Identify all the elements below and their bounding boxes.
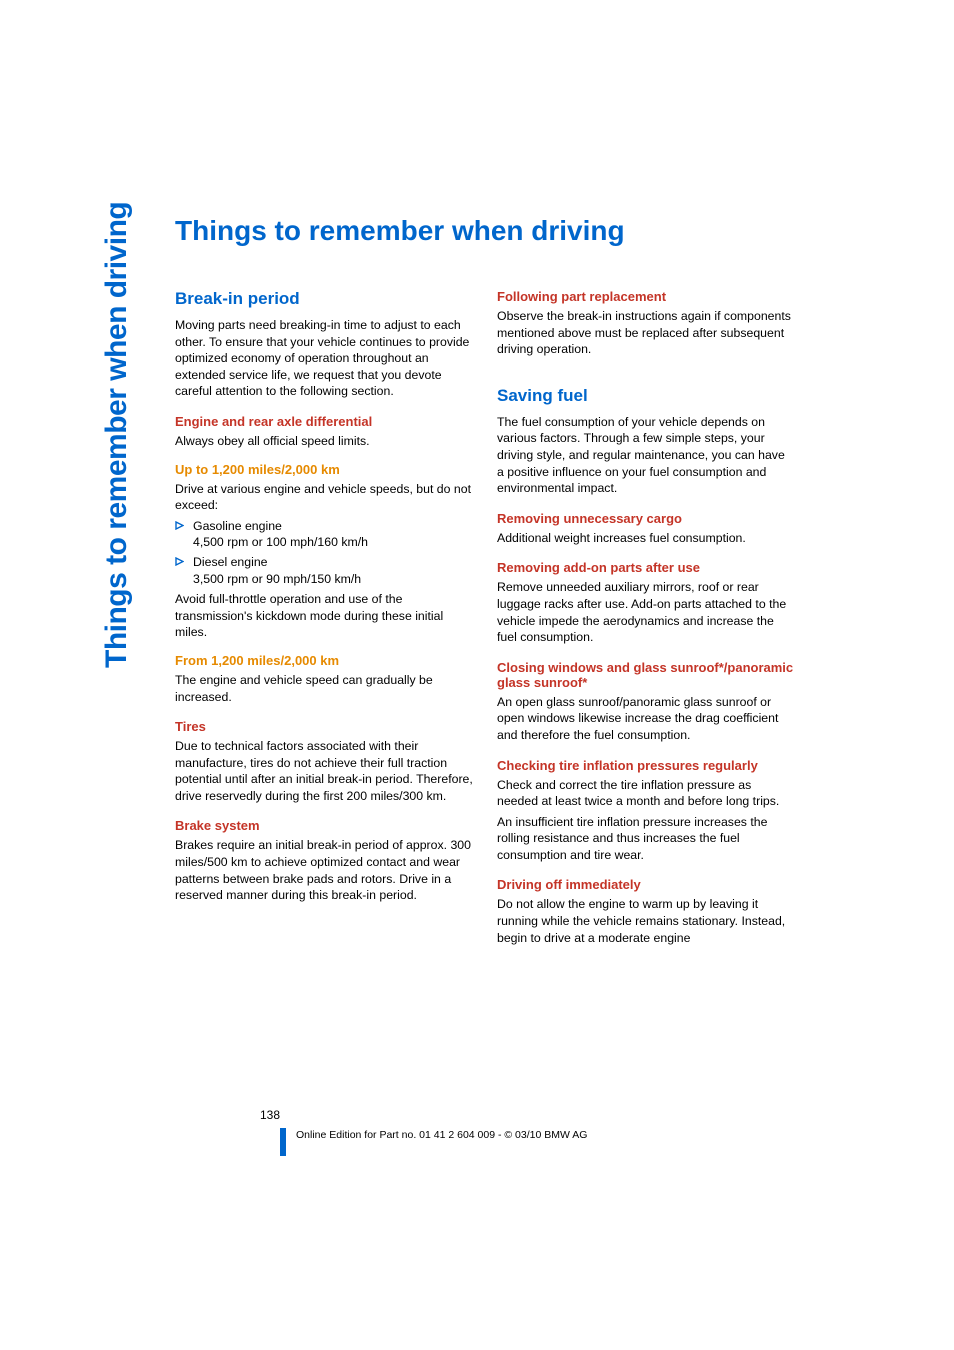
triangle-bullet-icon [175, 518, 193, 551]
list-text: Diesel engine 3,500 rpm or 90 mph/150 km… [193, 554, 361, 587]
body-text: The fuel consumption of your vehicle dep… [497, 414, 795, 497]
body-text: Remove unneeded auxiliary mirrors, roof … [497, 579, 795, 645]
left-column: Break-in period Moving parts need breaki… [175, 289, 473, 950]
footer-accent-bar [280, 1128, 286, 1156]
triangle-bullet-icon [175, 554, 193, 587]
body-text: Avoid full-throttle operation and use of… [175, 591, 473, 641]
subhead-following-replacement: Following part replacement [497, 289, 795, 304]
subhead-checking-tire: Checking tire inflation pressures regula… [497, 758, 795, 773]
list-item: Gasoline engine 4,500 rpm or 100 mph/160… [175, 518, 473, 551]
page-number: 138 [260, 1108, 795, 1122]
content-area: Things to remember when driving Break-in… [175, 215, 795, 950]
body-text: Drive at various engine and vehicle spee… [175, 481, 473, 514]
body-text: Brakes require an initial break-in perio… [175, 837, 473, 903]
subhead-closing-windows: Closing windows and glass sunroof*/panor… [497, 660, 795, 690]
right-column: Following part replacement Observe the b… [497, 289, 795, 950]
body-text: An insufficient tire inflation pressure … [497, 814, 795, 864]
subhead-engine-rear-axle: Engine and rear axle differential [175, 414, 473, 429]
body-text: Due to technical factors associated with… [175, 738, 473, 804]
subhead-brake-system: Brake system [175, 818, 473, 833]
subhead-up-to: Up to 1,200 miles/2,000 km [175, 462, 473, 477]
section-break-in: Break-in period [175, 289, 473, 309]
body-text: Always obey all official speed limits. [175, 433, 473, 450]
body-text: Observe the break-in instructions again … [497, 308, 795, 358]
body-text: Moving parts need breaking-in time to ad… [175, 317, 473, 400]
page-footer: 138 Online Edition for Part no. 01 41 2 … [175, 1108, 795, 1156]
list-item: Diesel engine 3,500 rpm or 90 mph/150 km… [175, 554, 473, 587]
list-text: Gasoline engine 4,500 rpm or 100 mph/160… [193, 518, 368, 551]
body-text: Do not allow the engine to warm up by le… [497, 896, 795, 946]
page-title: Things to remember when driving [175, 215, 795, 247]
body-text: The engine and vehicle speed can gradual… [175, 672, 473, 705]
subhead-removing-addon: Removing add-on parts after use [497, 560, 795, 575]
subhead-removing-cargo: Removing unnecessary cargo [497, 511, 795, 526]
subhead-from: From 1,200 miles/2,000 km [175, 653, 473, 668]
body-text: An open glass sunroof/panoramic glass su… [497, 694, 795, 744]
subhead-tires: Tires [175, 719, 473, 734]
section-saving-fuel: Saving fuel [497, 386, 795, 406]
subhead-driving-off: Driving off immediately [497, 877, 795, 892]
body-text: Additional weight increases fuel consump… [497, 530, 795, 547]
footer-copyright: Online Edition for Part no. 01 41 2 604 … [296, 1128, 587, 1141]
body-text: Check and correct the tire inflation pre… [497, 777, 795, 810]
sidebar-section-label: Things to remember when driving [100, 202, 134, 668]
